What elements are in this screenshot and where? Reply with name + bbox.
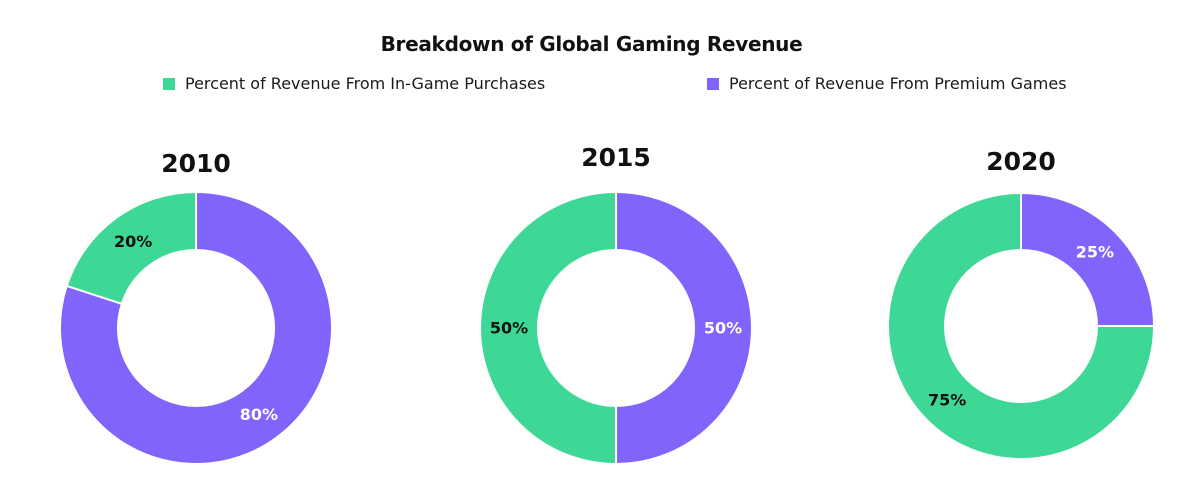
slice-premium-2010 [59, 190, 333, 465]
donut-2010: 2010 20% 80% [59, 149, 333, 465]
slice-premium-2020 [1020, 191, 1156, 327]
slice-label-premium-2010: 80% [240, 405, 278, 424]
slice-label-in-game-2020: 75% [928, 390, 966, 409]
slice-label-in-game-2010: 20% [114, 232, 152, 251]
legend-label-in-game: Percent of Revenue From In-Game Purchase… [185, 74, 546, 93]
legend-swatch-premium [707, 77, 719, 90]
donut-2015: 2015 50% 50% [479, 143, 753, 466]
legend-item-in-game: Percent of Revenue From In-Game Purchase… [163, 74, 545, 93]
slice-premium-2015 [615, 190, 753, 466]
year-label-2015: 2015 [581, 143, 651, 172]
year-label-2020: 2020 [986, 147, 1056, 176]
slice-label-in-game-2015: 50% [490, 319, 528, 338]
chart-title: Breakdown of Global Gaming Revenue [380, 32, 803, 56]
donut-2020: 2020 75% 25% [887, 147, 1156, 460]
slice-label-premium-2015: 50% [704, 319, 742, 338]
legend-label-premium: Percent of Revenue From Premium Games [729, 74, 1067, 93]
legend-swatch-in-game [163, 77, 175, 90]
legend-item-premium: Percent of Revenue From Premium Games [707, 74, 1067, 93]
slice-label-premium-2020: 25% [1076, 243, 1114, 262]
year-label-2010: 2010 [161, 149, 231, 178]
slice-in-game-2015 [479, 190, 617, 466]
slice-in-game-2020 [887, 191, 1156, 460]
